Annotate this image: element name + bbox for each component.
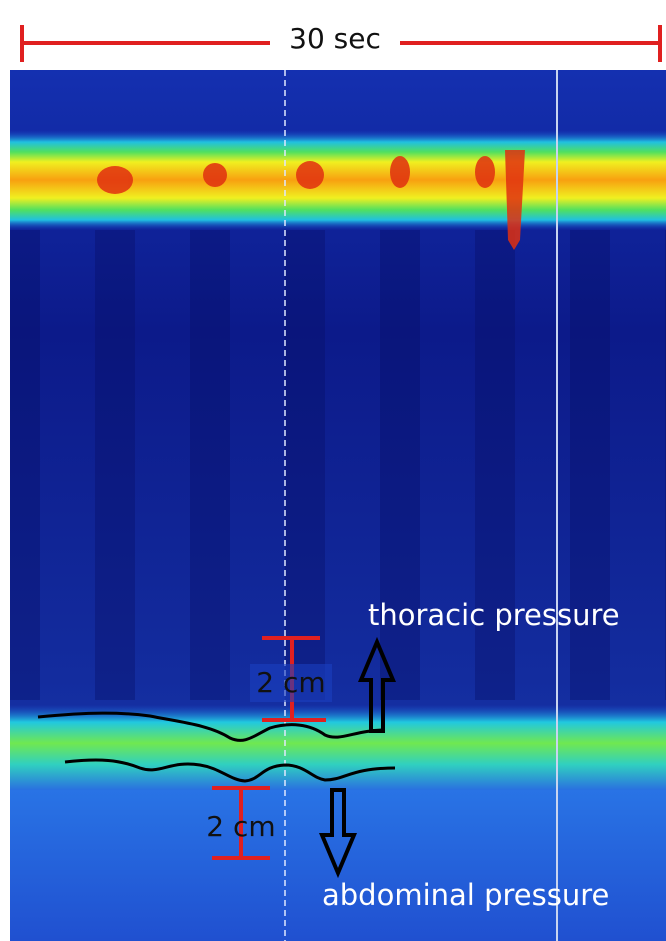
measurement-label: 2 cm	[206, 810, 275, 843]
measurement-label: 2 cm	[256, 666, 325, 699]
stomach-region	[10, 770, 666, 941]
scale-label: 30 sec	[289, 22, 381, 55]
annotation: thoracic pressure	[368, 598, 620, 632]
manometry-figure: 30 sec 2 cm 2 cm thoracic pressure abdom…	[0, 0, 666, 941]
page: 30 sec 2 cm 2 cm thoracic pressure abdom…	[0, 0, 666, 941]
annotation: abdominal pressure	[322, 878, 609, 912]
